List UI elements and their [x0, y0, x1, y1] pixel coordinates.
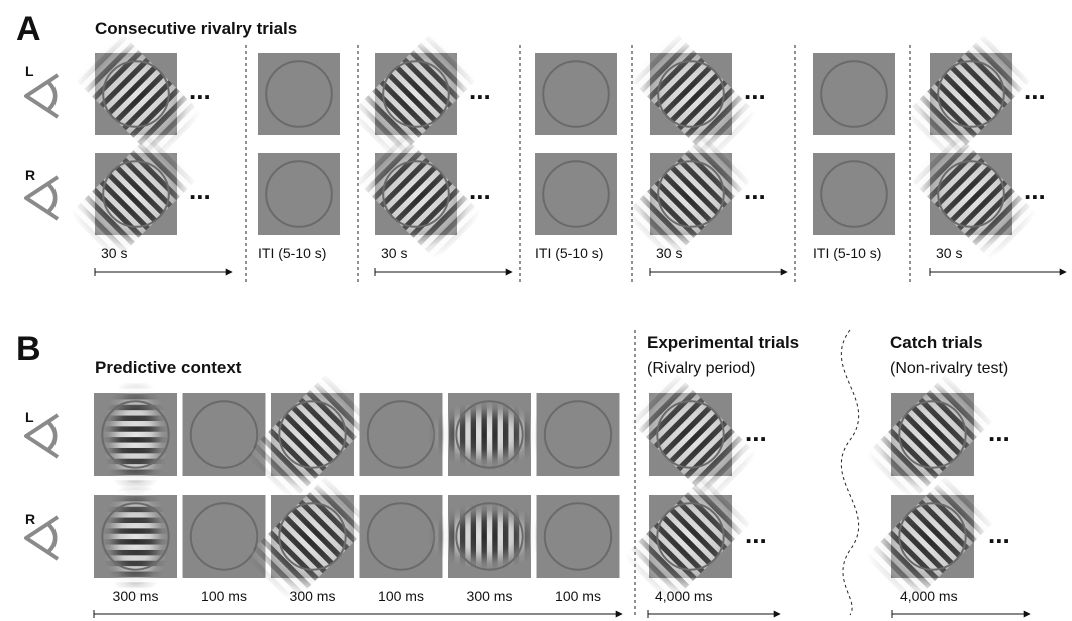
gabor-grating [349, 31, 479, 161]
gabor-grating [73, 31, 203, 161]
context-stimulus-left-eye [427, 393, 547, 476]
gabor-grating [626, 370, 758, 502]
stimulus-right-eye [353, 131, 483, 261]
stimulus-left-eye [73, 31, 203, 161]
catch-title: Catch trials [890, 333, 983, 352]
trial-duration: ITI (5-10 s) [813, 245, 881, 261]
trial-duration: 30 s [656, 245, 682, 261]
ellipsis: ... [745, 519, 767, 549]
stimulus-right-eye [624, 131, 754, 261]
trial-duration: 30 s [101, 245, 127, 261]
experimental-title: Experimental trials [647, 333, 799, 352]
ellipsis: ... [988, 519, 1010, 549]
gabor-grating [865, 472, 997, 604]
catch-subtitle: (Non-rivalry test) [890, 360, 1008, 377]
gabor-grating [102, 377, 169, 497]
gabor-grating [353, 131, 483, 261]
catch-stimulus-left-eye [865, 370, 997, 502]
stimulus-right-eye [908, 131, 1038, 261]
frame-duration: 100 ms [378, 588, 424, 604]
gabor-grating [245, 472, 377, 604]
ellipsis: ... [1024, 75, 1046, 105]
left-eye-label: L [25, 409, 34, 425]
frame-duration: 100 ms [201, 588, 247, 604]
context-stimulus-left-eye [245, 370, 377, 502]
ellipsis: ... [469, 175, 491, 205]
panel-a-trials: ...... 30 s ITI (5-10 s)...... 30 s ITI (5-1… [69, 31, 1067, 285]
experimental-duration: 4,000 ms [655, 588, 713, 604]
catch-stimulus-right-eye [865, 472, 997, 604]
trial-duration: ITI (5-10 s) [258, 245, 326, 261]
context-stimulus-right-eye [182, 495, 266, 578]
panel-a-title: Consecutive rivalry trials [95, 19, 297, 38]
stimulus-left-eye [904, 31, 1034, 161]
stimulus-left-eye [813, 53, 895, 135]
ellipsis: ... [744, 75, 766, 105]
left-eye-label: L [25, 63, 34, 79]
context-stimulus-left-eye [94, 377, 177, 497]
gabor-grating [69, 131, 199, 261]
frame-duration: 300 ms [113, 588, 159, 604]
gabor-grating [427, 503, 547, 570]
stimulus-right-eye [813, 153, 895, 235]
catch-stimuli: ...... [865, 370, 1010, 604]
gabor-grating [904, 31, 1034, 161]
stimulus-right-eye [535, 153, 617, 235]
context-stimulus-right-eye [94, 479, 177, 599]
left-eye-icon: L [24, 409, 60, 459]
frame-duration: 300 ms [290, 588, 336, 604]
frame-duration: 300 ms [467, 588, 513, 604]
stimulus-right-eye [258, 153, 340, 235]
trial-duration: 30 s [381, 245, 407, 261]
ellipsis: ... [744, 175, 766, 205]
gabor-grating [245, 370, 377, 502]
context-stimulus-left-eye [536, 393, 620, 476]
catch-trials: Catch trials (Non-rivalry test) ...... 4… [865, 333, 1031, 618]
experimental-stimuli: ...... [623, 370, 767, 604]
panel-a: A Consecutive rivalry trials L R ...... 3… [16, 10, 1067, 285]
experimental-stimulus-left-eye [626, 370, 758, 502]
experimental-trials: Experimental trials (Rivalry period) ...… [623, 333, 799, 618]
predictive-context-sequence: 300 ms 100 ms 300 ms 100 ms 300 ms 100 ms [93, 370, 623, 618]
experimental-stimulus-right-eye [623, 472, 755, 604]
gabor-grating [624, 131, 754, 261]
frame-duration: 100 ms [555, 588, 601, 604]
stimulus-left-eye [349, 31, 479, 161]
stimulus-left-eye [535, 53, 617, 135]
trial-duration: ITI (5-10 s) [535, 245, 603, 261]
right-eye-label: R [25, 511, 35, 527]
stimulus-left-eye [258, 53, 340, 135]
context-stimulus-right-eye [245, 472, 377, 604]
right-eye-label: R [25, 167, 35, 183]
ellipsis: ... [988, 417, 1010, 447]
ellipsis: ... [745, 417, 767, 447]
gabor-grating [427, 401, 547, 468]
stimulus-right-eye [69, 131, 199, 261]
left-eye-icon: L [24, 63, 60, 119]
context-stimulus-right-eye [536, 495, 620, 578]
ellipsis: ... [1024, 175, 1046, 205]
gabor-grating [628, 31, 758, 161]
experimental-subtitle: (Rivalry period) [647, 360, 755, 377]
gabor-grating [865, 370, 997, 502]
ellipsis: ... [189, 175, 211, 205]
ellipsis: ... [189, 75, 211, 105]
stimulus-left-eye [628, 31, 758, 161]
right-eye-icon: R [24, 167, 60, 221]
context-stimulus-left-eye [182, 393, 266, 476]
time-break-wave [840, 329, 860, 616]
gabor-grating [623, 472, 755, 604]
panel-b-letter: B [16, 330, 41, 368]
gabor-grating [102, 479, 169, 599]
context-stimulus-right-eye [427, 495, 547, 578]
panel-a-letter: A [16, 10, 41, 48]
right-eye-icon: R [24, 511, 60, 561]
predictive-context-title: Predictive context [95, 358, 242, 377]
gabor-grating [908, 131, 1038, 261]
panel-b: B Predictive context L R 300 ms 100 ms 300… [16, 329, 1031, 618]
ellipsis: ... [469, 75, 491, 105]
trial-duration: 30 s [936, 245, 962, 261]
catch-duration: 4,000 ms [900, 588, 958, 604]
